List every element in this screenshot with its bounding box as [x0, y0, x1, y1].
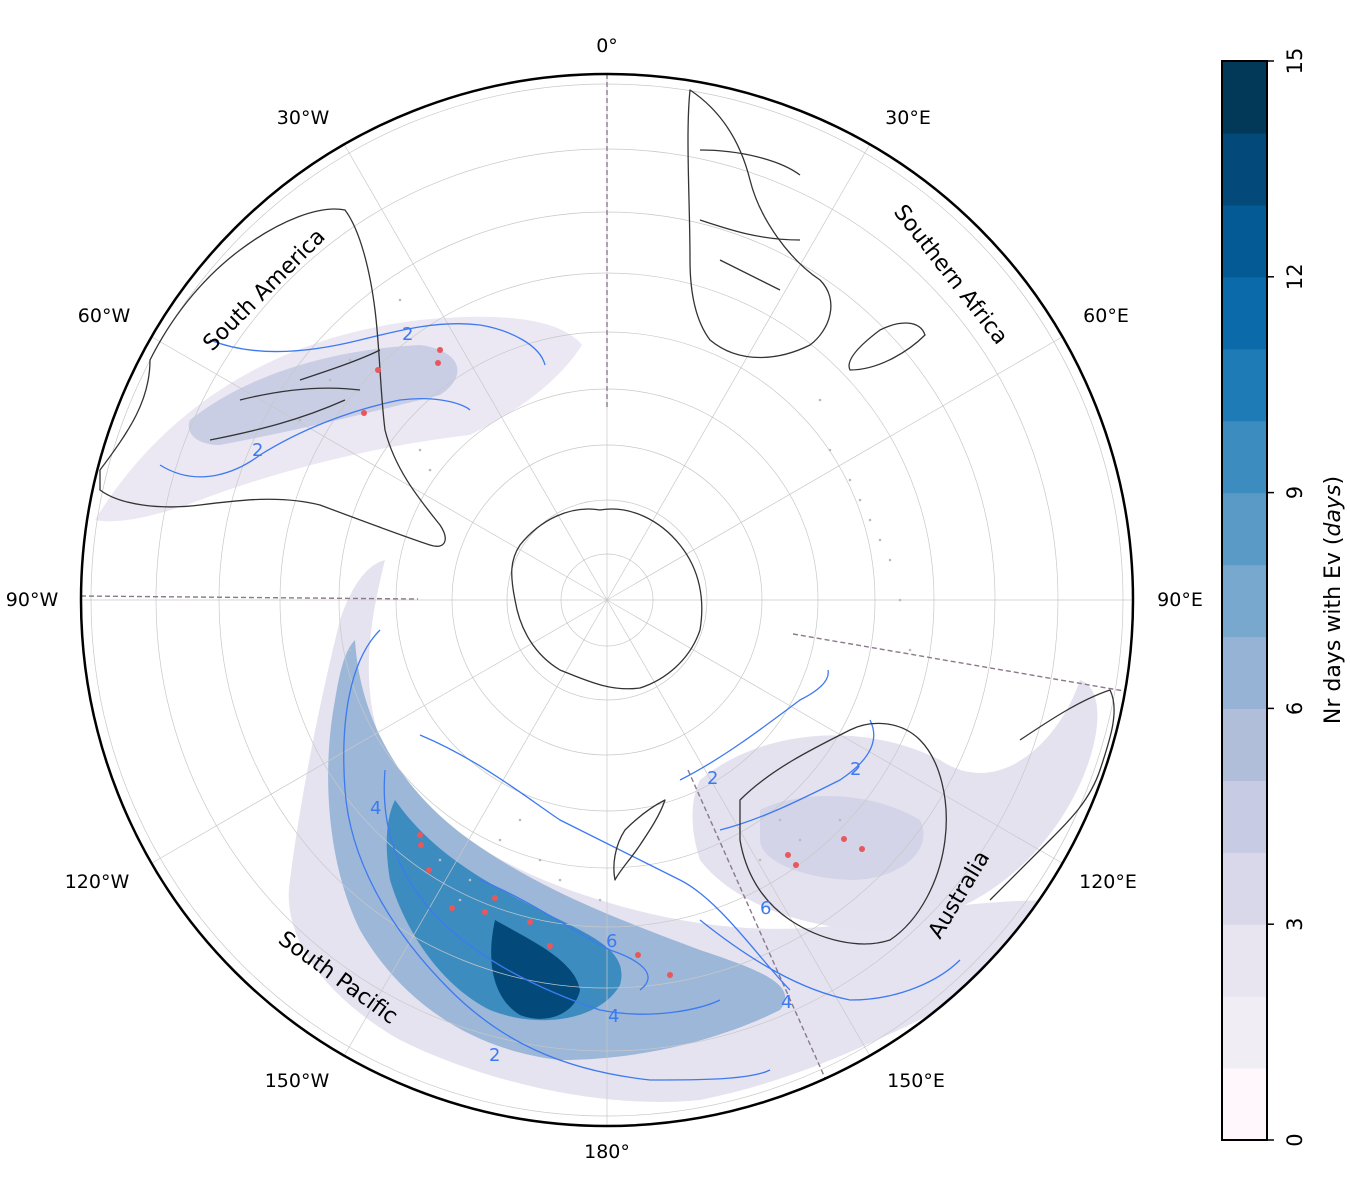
meridian-label-30e: 30°E	[885, 107, 931, 129]
colorbar-cell	[1222, 708, 1267, 781]
contour-label: 4	[608, 1006, 619, 1027]
event-points	[361, 347, 865, 978]
meridian-label-120w: 120°W	[65, 871, 130, 893]
colorbar-cell	[1222, 348, 1267, 422]
meridian-label-group: 0° 30°E 60°E 90°E 120°E 150°E 180° 150°W…	[6, 35, 1203, 1163]
colorbar-cell	[1222, 564, 1267, 638]
contour-2-australia-east	[719, 719, 875, 831]
colorbar-cell	[1222, 636, 1267, 709]
sector-line-90w	[81, 595, 419, 600]
sector-line-150e	[687, 769, 826, 1079]
contour-label: 2	[850, 759, 861, 780]
contour-2-australia	[679, 669, 829, 781]
contour-label: 2	[402, 324, 413, 345]
colorbar-cell	[1222, 132, 1267, 206]
asia-coastline-east	[989, 689, 1115, 901]
meridian-label-90w: 90°W	[6, 589, 59, 611]
contour-6-pacific	[479, 879, 649, 991]
contour-2-south-pacific-outer	[343, 629, 771, 1081]
contour-2-south-america-lower	[159, 398, 471, 478]
meridian-label-120e: 120°E	[1079, 871, 1137, 893]
graticule	[81, 74, 1133, 1126]
colorbar-cell	[1222, 61, 1267, 134]
meridian-label-180: 180°	[584, 1141, 630, 1163]
density-field	[95, 316, 1098, 1102]
meridian-label-150w: 150°W	[265, 1070, 330, 1092]
map-area: 2 2 2 4 4 4 6 6 2 2 South America Southe…	[81, 74, 1133, 1126]
meridian-label-150e: 150°E	[887, 1070, 945, 1092]
colorbar-cell	[1222, 420, 1267, 494]
colorbar-tick-label: 3	[1283, 918, 1307, 931]
south-america-coastline	[99, 208, 446, 547]
south-america-borders	[209, 349, 381, 441]
colorbar-frame	[1221, 60, 1268, 1141]
colorbar-cells	[1222, 61, 1267, 1141]
colorbar-cell	[1222, 1068, 1267, 1141]
sector-lines	[81, 74, 1131, 1079]
map-boundary	[79, 72, 1135, 1128]
meridian-label-90e: 90°E	[1157, 589, 1203, 611]
colorbar-tick-label: 12	[1283, 263, 1307, 290]
antarctica-coastline	[511, 508, 703, 690]
contour-label: 4	[370, 798, 381, 819]
colorbar-cell	[1222, 852, 1267, 925]
colorbar-cell	[1222, 996, 1267, 1069]
contour-4-pacific-north	[419, 734, 791, 991]
contours	[159, 323, 961, 1081]
colorbar-ticks: 0 3 6 9 12 15	[1267, 48, 1307, 1147]
colorbar-tick-label: 6	[1283, 702, 1307, 715]
meridian-label-0: 0°	[596, 35, 618, 57]
madagascar-coastline	[848, 322, 926, 371]
colorbar-cell	[1222, 276, 1267, 350]
colorbar-cell	[1222, 924, 1267, 997]
colorbar: 0 3 6 9 12 15 Nr days with Ev (days)	[1221, 48, 1346, 1147]
contour-2-south-america-upper	[209, 323, 546, 366]
colorbar-cell	[1222, 492, 1267, 566]
australia-coastline	[739, 722, 947, 945]
colorbar-tick-label: 15	[1283, 48, 1307, 75]
scatter-points	[298, 298, 912, 902]
contour-label: 2	[252, 440, 263, 461]
colorbar-cell	[1222, 204, 1267, 278]
density-core-south-america	[188, 345, 458, 445]
southern-africa-borders	[699, 149, 801, 291]
contour-label-group: 2 2 2 4 4 4 6 6 2 2	[252, 324, 861, 1066]
contour-label: 2	[707, 768, 718, 789]
contour-label: 2	[489, 1045, 500, 1066]
contour-2-pacific-tail	[699, 919, 961, 1001]
meridian-label-60w: 60°W	[78, 305, 131, 327]
meridian-label-60e: 60°E	[1083, 305, 1129, 327]
contour-label: 6	[760, 898, 771, 919]
colorbar-cell	[1222, 780, 1267, 853]
southern-africa-coastline	[687, 89, 832, 359]
colorbar-tick-label: 0	[1283, 1133, 1307, 1146]
contour-4-south-pacific	[383, 769, 721, 1015]
meridian-label-30w: 30°W	[277, 107, 330, 129]
colorbar-tick-label: 9	[1283, 486, 1307, 499]
new-zealand-coastline	[613, 799, 666, 881]
contour-label: 4	[781, 992, 792, 1013]
contour-label: 6	[606, 931, 617, 952]
sector-line-110e	[792, 633, 1131, 693]
colorbar-label: Nr days with Ev (days)	[1321, 476, 1346, 724]
coastlines	[99, 89, 1115, 945]
